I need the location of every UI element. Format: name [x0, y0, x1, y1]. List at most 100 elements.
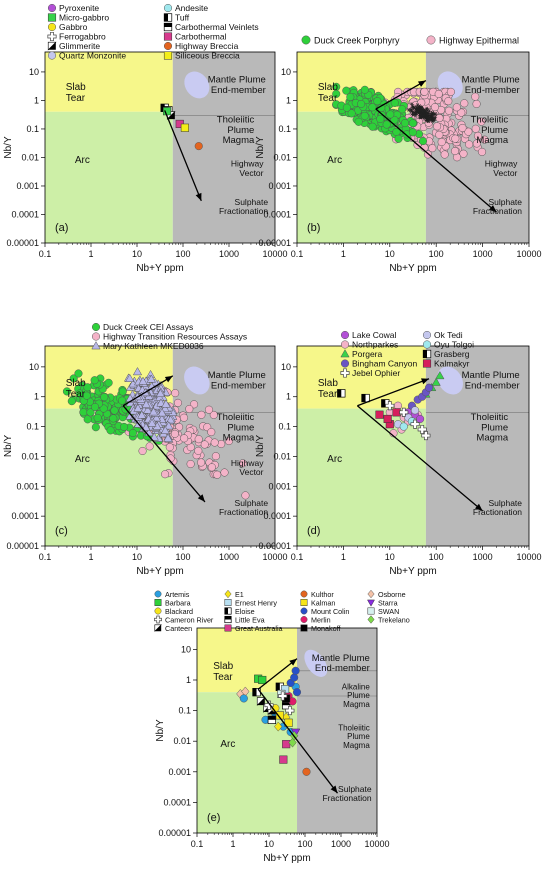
data-point — [133, 403, 143, 412]
data-point — [83, 383, 92, 392]
sulphate-label: Sulphate — [488, 498, 522, 508]
data-point — [239, 694, 248, 703]
legend-label: Ferrogabbro — [59, 32, 106, 42]
data-point — [83, 415, 92, 424]
y-tick-label: 1 — [34, 392, 39, 402]
series-duck-creek-porphyry — [332, 82, 428, 146]
y-axis-label: Nb/Y — [255, 136, 266, 159]
vector-arrow — [357, 378, 430, 407]
x-tick-label: 10 — [385, 249, 395, 259]
data-point — [376, 114, 385, 124]
data-point — [426, 114, 431, 119]
tholeiitic-label: Plume — [347, 732, 370, 741]
x-tick-label: 0.1 — [39, 552, 52, 562]
mantle-plume-label: End-member — [211, 380, 266, 391]
data-point — [220, 468, 229, 477]
vector-arrow — [356, 405, 484, 512]
data-point — [128, 428, 137, 438]
legend-label: Barbara — [165, 599, 191, 608]
y-tick-label: 0.0001 — [263, 209, 291, 219]
data-point — [170, 429, 179, 438]
legend-marker — [340, 340, 350, 349]
y-tick-label: 10 — [181, 644, 191, 654]
data-point — [180, 434, 189, 443]
data-point — [411, 112, 416, 117]
x-tick-label: 1000 — [219, 249, 239, 259]
data-point — [480, 135, 489, 144]
legend-label: Pyroxenite — [59, 3, 99, 13]
legend-marker — [300, 616, 308, 623]
data-point — [106, 426, 115, 435]
legend-label: Kalman — [311, 599, 335, 608]
legend-label: Carbothermal Veinlets — [175, 22, 259, 32]
panel-c: 0.1 1 10 100 1000 10000 10 1 0.1 0.01 0.001 0.0001 0… — [3, 345, 288, 577]
tholeiitic-label: Magma — [223, 135, 255, 146]
data-point — [165, 415, 176, 424]
y-tick-label: 0.001 — [16, 481, 39, 491]
tholeiitic-label: Tholeiitic — [217, 412, 255, 423]
legend-label: Duck Creek Porphyry — [314, 36, 400, 46]
arrow-head — [474, 503, 483, 511]
legend-marker — [301, 35, 311, 45]
x-tick-label: 0.1 — [291, 249, 304, 259]
mantle-plume-label: Mantle Plume — [462, 370, 520, 381]
data-point — [292, 688, 302, 697]
data-point — [421, 431, 431, 441]
data-point — [86, 408, 95, 417]
data-point — [288, 737, 297, 748]
y-tick-label: 0.1 — [278, 422, 291, 432]
x-tick-label: 10000 — [516, 249, 541, 259]
legend-label: Cameron River — [165, 616, 214, 625]
legend-a: PyroxeniteMicro-gabbroGabbroFerrogabbroG… — [47, 3, 259, 61]
y-tick-label: 10 — [29, 362, 39, 372]
x-axis-label: Nb+Y ppm — [263, 853, 310, 864]
slab-tear-label: Slab — [213, 661, 233, 672]
data-point — [100, 393, 109, 402]
data-point — [197, 410, 206, 419]
x-tick-label: 1 — [341, 552, 346, 562]
data-point — [386, 110, 395, 119]
y-tick-label: 0.0001 — [11, 209, 39, 219]
x-tick-label: 10000 — [516, 552, 541, 562]
highway-vector-label: Highway — [231, 159, 264, 169]
data-point — [155, 388, 166, 398]
data-point — [256, 697, 266, 706]
data-point — [274, 721, 283, 732]
legend-marker — [91, 341, 101, 350]
legend-label: Kulthor — [311, 590, 334, 599]
data-point — [204, 405, 214, 414]
y-tick-label: 0.00001 — [158, 828, 191, 838]
arrow-head — [421, 378, 430, 385]
data-point — [213, 470, 222, 479]
legend-marker — [426, 35, 436, 45]
y-axis-label: Nb/Y — [155, 719, 166, 742]
x-tick-label: 10 — [132, 552, 142, 562]
data-point — [451, 134, 460, 143]
legend-label: Northparkes — [352, 340, 398, 350]
x-tick-label: 1 — [88, 249, 93, 259]
data-point — [82, 391, 91, 400]
legend-b: Duck Creek Porphyry Highway Epithermal — [301, 35, 519, 46]
data-point — [410, 406, 420, 415]
y-tick-label: 0.1 — [178, 706, 191, 716]
panel-label: (d) — [307, 525, 320, 537]
tholeiitic-label: Plume — [481, 125, 508, 136]
x-tick-label: 10000 — [262, 249, 287, 259]
data-point — [104, 378, 113, 387]
alkaline-label: Magma — [343, 700, 370, 709]
y-tick-label: 0.001 — [268, 181, 291, 191]
alkaline-label: Plume — [347, 691, 370, 700]
legend-label: Eloise — [235, 607, 255, 616]
data-point — [291, 666, 300, 675]
y-tick-label: 1 — [186, 675, 191, 685]
y-tick-label: 1 — [34, 95, 39, 105]
data-point — [200, 440, 209, 449]
data-point — [357, 99, 366, 109]
arrow-head — [289, 658, 298, 666]
mantle-plume-label: End-member — [465, 380, 520, 391]
panel-d: 0.1 1 10 100 1000 10000 10 1 0.1 0.01 0.001 0.0001 0… — [255, 345, 542, 577]
data-point — [444, 106, 454, 115]
arc-label: Arc — [75, 155, 90, 166]
slab-tear-label: Slab — [318, 82, 338, 93]
data-point — [394, 134, 403, 143]
